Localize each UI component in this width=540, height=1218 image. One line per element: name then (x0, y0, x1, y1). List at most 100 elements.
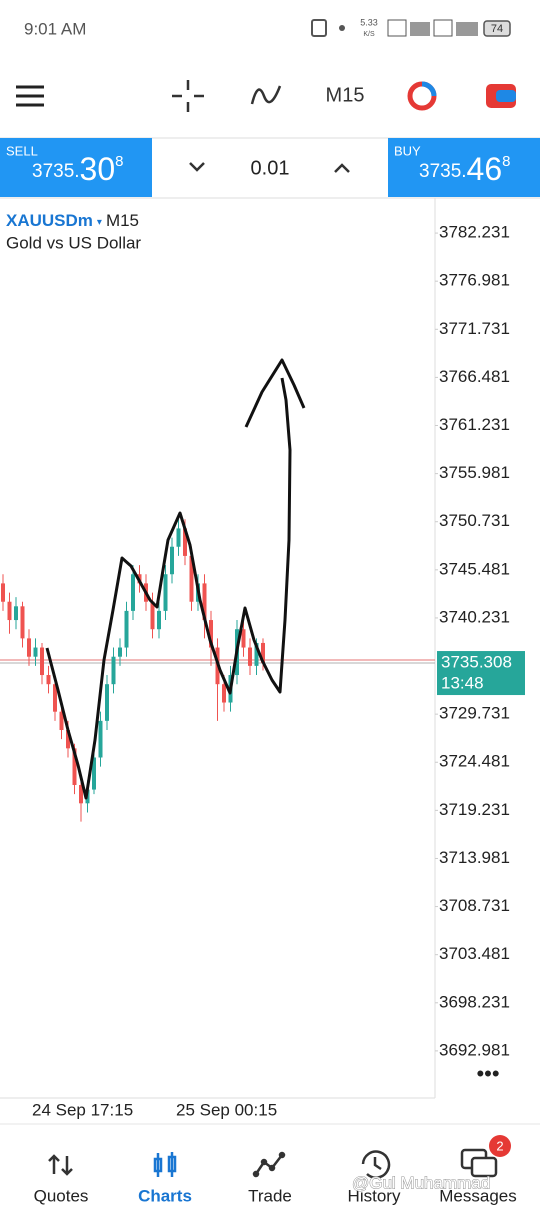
history-icon (361, 1150, 391, 1179)
y-tick-label: 3719.231 (439, 800, 510, 819)
net-speed: 5.33 (360, 17, 378, 27)
y-tick-label: 3782.231 (439, 223, 510, 242)
battery-icon (483, 20, 511, 37)
indicators-button[interactable] (250, 85, 282, 105)
symbol: XAUUSDm (6, 211, 93, 230)
status-icons: 5.33 K/S 74 (311, 17, 511, 38)
y-tick-label: 3750.731 (439, 511, 510, 530)
candle-body (131, 574, 135, 611)
hotspot-icon (339, 25, 345, 31)
sell-price-big: 30 (80, 151, 116, 187)
nav-label[interactable]: Messages (439, 1186, 516, 1205)
candle-body (261, 642, 265, 664)
y-tick-label: 3698.231 (439, 992, 510, 1011)
hand-drawn-line (45, 377, 292, 800)
x-tick-label: 25 Sep 00:15 (176, 1100, 277, 1119)
y-tick-label: 3761.231 (439, 415, 510, 434)
y-tick-label: 3708.731 (439, 896, 510, 915)
trade-icon (252, 1151, 286, 1178)
buy-price-big: 46 (467, 151, 503, 187)
more-button[interactable]: ••• (476, 1061, 499, 1086)
candle-body (92, 757, 96, 790)
candle-body (222, 684, 226, 703)
symbol-description: Gold vs US Dollar (6, 233, 141, 252)
candle-body (27, 638, 31, 657)
messages-badge-count: 2 (496, 1138, 503, 1153)
nav-label[interactable]: Charts (138, 1186, 192, 1205)
sell-price-small: 8 (115, 153, 123, 170)
buy-price: 3735.468 (419, 151, 510, 187)
candle-body (254, 642, 259, 666)
trade-button[interactable] (486, 84, 516, 108)
candle-body (1, 583, 5, 602)
y-tick-label: 3729.731 (439, 704, 510, 723)
candle-body (157, 610, 161, 630)
candle-body (241, 629, 246, 648)
candle-body (20, 606, 25, 639)
sell-button[interactable] (0, 138, 152, 197)
hand-drawn-arrowhead (244, 358, 306, 428)
candle-body (79, 784, 83, 804)
candle-body (46, 675, 51, 685)
quotes-icon (48, 1154, 73, 1176)
y-tick-label: 3703.481 (439, 944, 510, 963)
candle-body (118, 647, 122, 657)
lot-size[interactable]: 0.01 (251, 157, 290, 179)
y-tick-label: 3692.981 (439, 1040, 510, 1059)
buy-button[interactable] (388, 138, 540, 197)
messages-icon (460, 1148, 498, 1178)
candle-body (66, 730, 70, 749)
chart-header: XAUUSDm ▾ M15 (6, 211, 139, 230)
nfc-icon (311, 19, 327, 37)
sell-label: SELL (6, 143, 38, 158)
candle-body (209, 620, 213, 648)
current-price-label: 3735.308 (441, 653, 512, 672)
x-tick-label: 24 Sep 17:15 (32, 1100, 133, 1119)
charts-icon (153, 1152, 177, 1177)
chart: 3782.231 3776.981 3771.731 3766.481 3761.231… (0, 223, 525, 1119)
candle-body (248, 647, 252, 666)
y-tick-label: 3771.731 (439, 319, 510, 338)
volte-icon (433, 19, 453, 37)
candle-body (40, 647, 44, 676)
price-label-box (437, 651, 525, 696)
watermark: @Gul Muhammad (352, 1173, 490, 1192)
net-speed-unit: K/S (363, 31, 375, 38)
signal-icon (456, 22, 478, 36)
countdown-label: 13:48 (441, 674, 484, 693)
lot-decrease[interactable] (189, 162, 205, 172)
chart-timeframe: M15 (106, 211, 139, 230)
buy-price-small: 8 (502, 153, 510, 170)
buy-price-main: 3735. (419, 161, 467, 182)
nav-icons (48, 1148, 498, 1179)
candle-body (33, 647, 38, 657)
buy-label: BUY (394, 143, 421, 158)
nav-label[interactable]: Trade (248, 1186, 292, 1205)
crosshair-button[interactable] (172, 80, 204, 112)
menu-button[interactable] (16, 85, 44, 107)
battery-level: 74 (491, 23, 503, 35)
y-tick-label: 3724.481 (439, 752, 510, 771)
candle-body (170, 546, 174, 575)
candle-body (202, 583, 207, 621)
candle-body (124, 610, 129, 648)
nav-label[interactable]: Quotes (34, 1186, 89, 1205)
candle-body (150, 601, 155, 630)
candle-body (183, 528, 187, 556)
sell-price: 3735.308 (32, 151, 123, 187)
volte-icon (387, 19, 407, 37)
candle-body (105, 684, 109, 721)
lot-increase[interactable] (334, 163, 350, 173)
signal-icon (410, 22, 430, 36)
candle-body (176, 528, 181, 547)
messages-badge (489, 1135, 511, 1157)
candle-body (72, 748, 77, 785)
candle-body (14, 606, 18, 621)
objects-button[interactable] (407, 81, 437, 111)
candle-body (53, 684, 57, 712)
timeframe-button[interactable]: M15 (326, 84, 365, 106)
nav-label[interactable]: History (348, 1186, 401, 1205)
y-tick-label: 3766.481 (439, 367, 510, 386)
candle-body (189, 555, 194, 602)
